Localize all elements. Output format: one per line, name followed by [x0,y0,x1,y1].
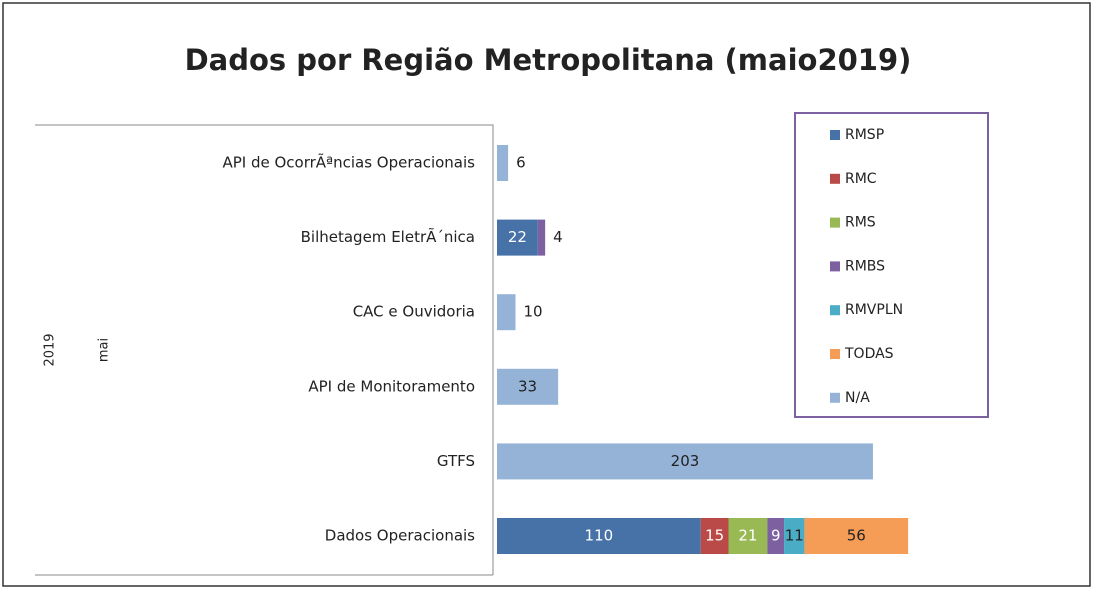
legend-swatch [830,130,840,140]
chart-title: Dados por Região Metropolitana (maio2019… [185,43,912,77]
bar-segment [767,518,785,554]
bar-segment [497,443,873,480]
data-label: 33 [518,377,537,395]
data-label: 10 [524,303,543,321]
data-label: 9 [771,527,781,545]
legend-label: RMBS [845,258,885,274]
bar-segment [537,219,546,256]
legend-label: RMC [845,171,877,187]
legend-box [794,112,989,418]
data-label: 110 [585,527,614,545]
bar-segment [700,518,729,554]
legend-label: RMS [845,215,876,231]
data-label: 21 [738,527,757,545]
category-label: API de OcorrÃªncias Operacionais [222,153,475,172]
row-label: mai [97,338,112,362]
legend-swatch [830,217,840,228]
data-label: 15 [705,527,724,545]
row-label: 2019 [43,333,58,366]
legend-label: TODAS [844,346,894,362]
legend-swatch [830,305,840,316]
category-label: CAC e Ouvidoria [353,303,475,321]
bar-segment [497,368,559,405]
legend-label: RMSP [845,127,884,143]
legend-swatch [830,261,840,272]
legend-label: RMVPLN [845,302,903,318]
category-label: Bilhetagem EletrÃ´nica [301,227,475,246]
category-label: API de Monitoramento [308,377,475,395]
bar-segment [804,518,909,554]
bar-segment [728,518,768,554]
row-label-box [35,124,494,576]
legend-swatch [830,392,840,403]
data-label: 203 [671,452,700,470]
data-label: 11 [785,527,804,545]
category-label: GTFS [437,452,475,470]
category-label: Dados Operacionais [325,527,475,545]
legend-swatch [830,173,840,184]
data-label: 22 [508,228,527,246]
bar-segment [784,518,805,554]
data-label: 56 [847,527,866,545]
data-label: 6 [516,154,526,172]
bar-segment [497,219,538,256]
bar-segment [497,145,509,181]
legend-swatch [830,349,840,359]
bar-segment [497,294,516,331]
bar-segment [497,518,701,554]
legend-label: N/A [845,390,870,406]
data-label: 4 [553,228,563,246]
